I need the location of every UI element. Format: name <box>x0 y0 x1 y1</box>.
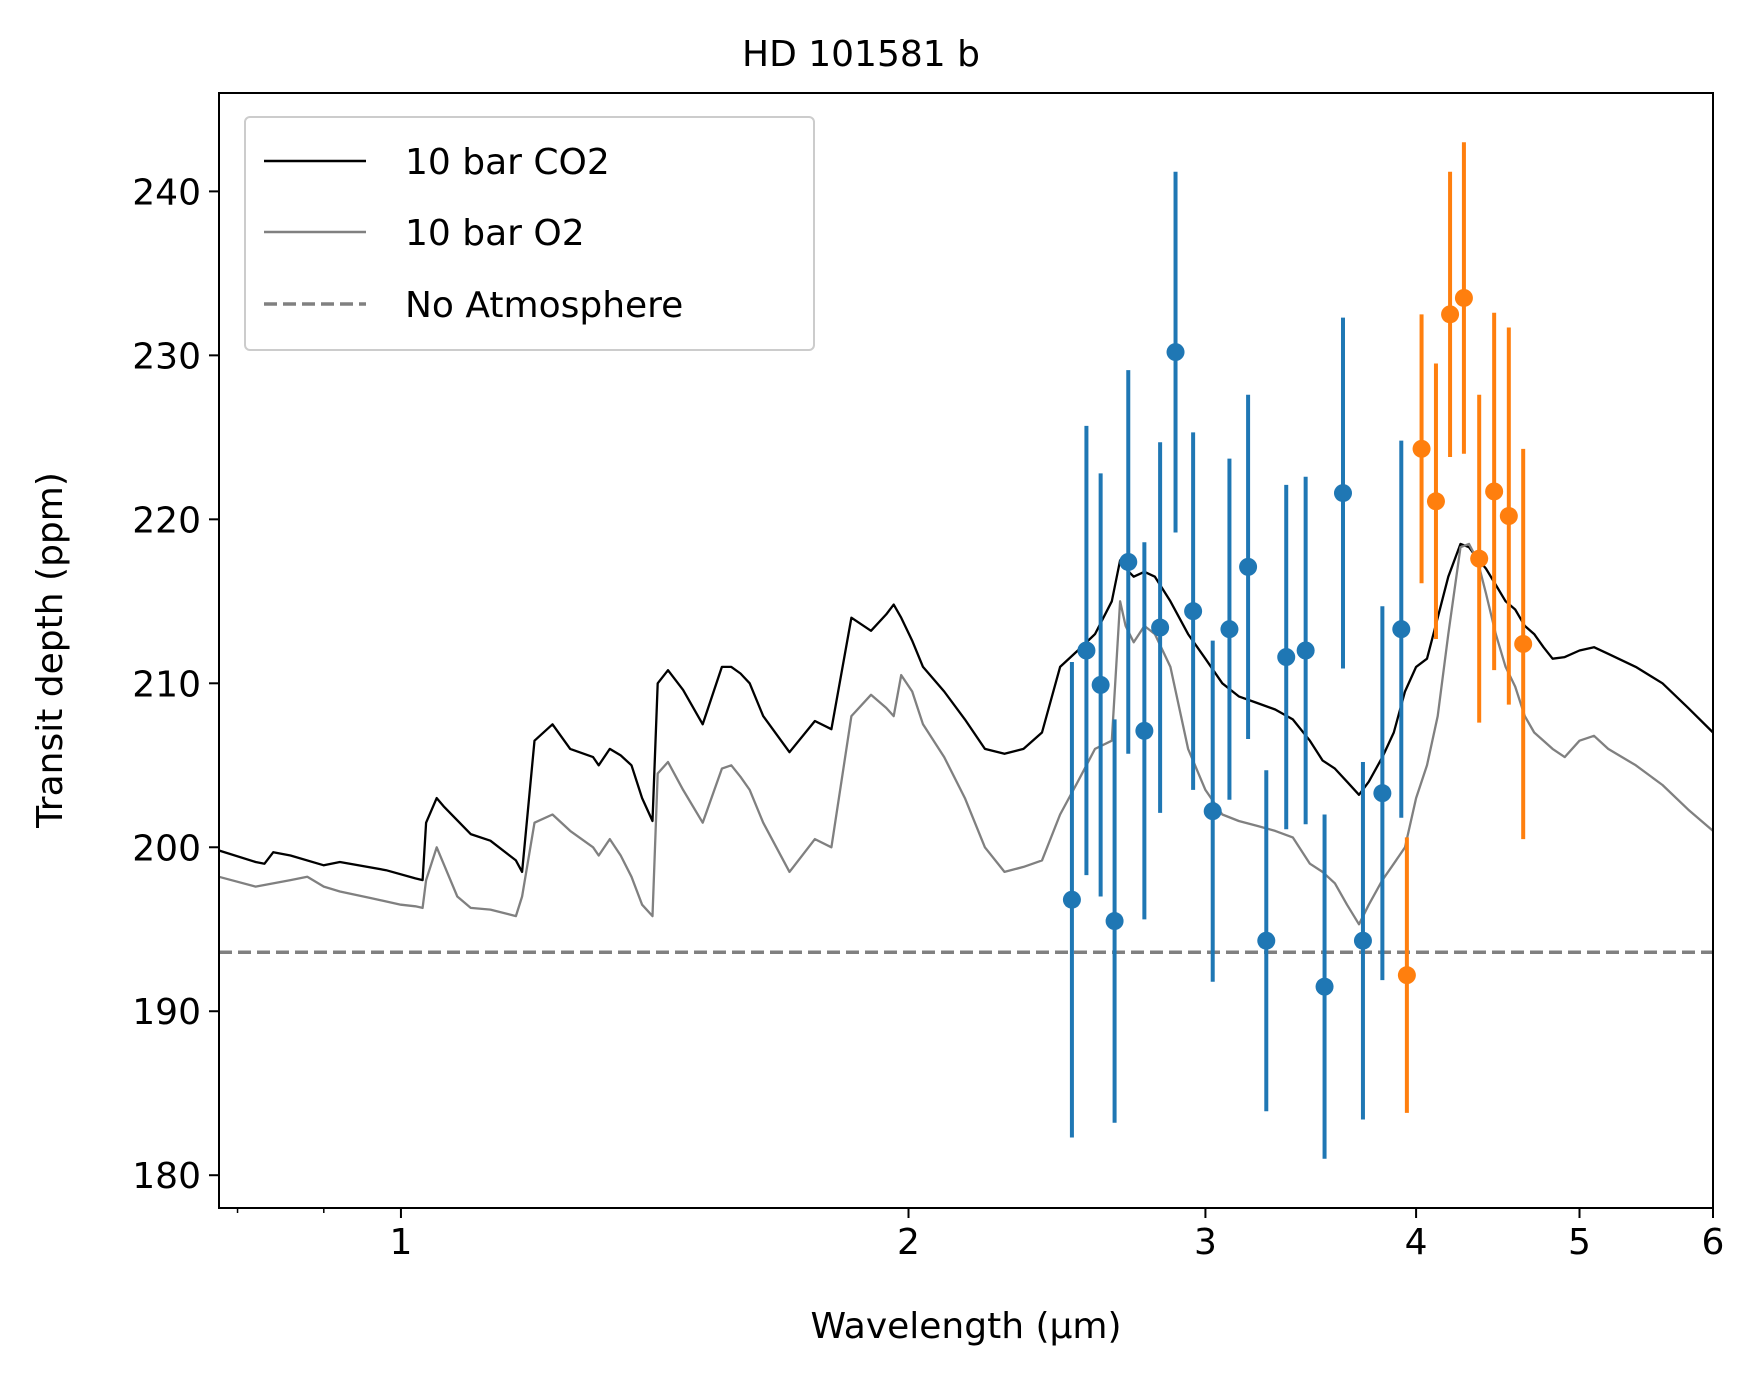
y-tick-label: 190 <box>132 992 201 1033</box>
legend: 10 bar CO2 10 bar O2 No Atmosphere <box>244 116 815 351</box>
blue-data-point <box>1220 620 1239 639</box>
series-layer <box>218 542 1714 954</box>
blue-data-point <box>1257 931 1276 950</box>
blue-data-point <box>1184 602 1203 621</box>
blue-data-point <box>1119 552 1138 571</box>
orange-data-point <box>1485 482 1504 501</box>
legend-label-no-atmosphere: No Atmosphere <box>405 285 683 326</box>
blue-data-point <box>1315 977 1334 996</box>
plot-area <box>218 142 1714 1159</box>
orange-data-point <box>1397 966 1416 985</box>
chart-title: HD 101581 b <box>742 34 980 75</box>
blue-data-point <box>1151 618 1170 637</box>
orange-data-point <box>1454 288 1473 307</box>
blue-data-point <box>1333 484 1352 503</box>
x-tick-label: 4 <box>1405 1222 1428 1263</box>
co2-model-line <box>218 542 1714 882</box>
y-tick-label: 210 <box>132 664 201 705</box>
x-tick-label: 1 <box>389 1222 412 1263</box>
blue-data-point <box>1135 721 1154 740</box>
blue-data-point <box>1077 641 1096 660</box>
orange-data-point <box>1514 634 1533 653</box>
x-axis-label: Wavelength (μm) <box>810 1306 1121 1347</box>
blue-data-point <box>1062 890 1081 909</box>
blue-data-point <box>1373 784 1392 803</box>
legend-box <box>244 116 815 351</box>
x-tick-label: 5 <box>1568 1222 1591 1263</box>
blue-data-point <box>1277 648 1296 667</box>
blue-data-point <box>1353 931 1372 950</box>
blue-data-point <box>1203 802 1222 821</box>
y-tick-label: 180 <box>132 1156 201 1197</box>
legend-label-co2: 10 bar CO2 <box>405 142 610 183</box>
blue-data-point <box>1239 557 1258 576</box>
error-bars-layer <box>1062 142 1533 1159</box>
o2-model-line <box>218 542 1714 926</box>
x-tick-label: 6 <box>1702 1222 1725 1263</box>
y-axis-label: Transit depth (ppm) <box>30 472 71 829</box>
y-tick-label: 230 <box>132 336 201 377</box>
blue-data-point <box>1091 675 1110 694</box>
y-tick-label: 240 <box>132 172 201 213</box>
orange-data-point <box>1441 305 1460 324</box>
blue-data-point <box>1296 641 1315 660</box>
plot-frame <box>218 92 1714 1209</box>
y-axis: 180 190 200 210 220 230 240 <box>132 172 219 1197</box>
legend-label-o2: 10 bar O2 <box>405 213 585 254</box>
y-tick-label: 220 <box>132 500 201 541</box>
x-axis: 1 2 3 4 5 6 <box>236 1208 1725 1263</box>
blue-data-point <box>1105 912 1124 931</box>
blue-data-point <box>1166 343 1185 362</box>
blue-data-point <box>1392 620 1411 639</box>
orange-data-point <box>1426 492 1445 511</box>
orange-data-point <box>1412 439 1431 458</box>
orange-data-point <box>1499 507 1518 526</box>
y-tick-label: 200 <box>132 828 201 869</box>
orange-data-point <box>1470 549 1489 568</box>
x-tick-label: 3 <box>1194 1222 1217 1263</box>
x-tick-label: 2 <box>897 1222 920 1263</box>
